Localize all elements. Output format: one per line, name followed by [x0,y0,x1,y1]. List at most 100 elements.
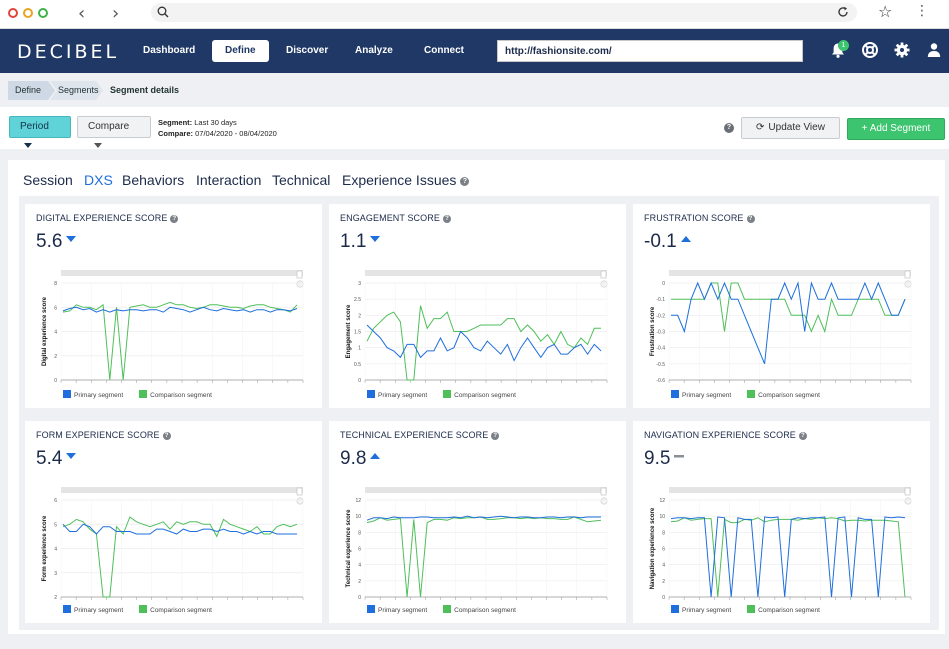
segment-key: Segment: [158,118,193,127]
breadcrumb-define[interactable]: Define [15,85,42,95]
primary-series-line [366,515,601,521]
trend-up-icon [680,236,691,242]
legend-comparison-label[interactable]: Comparison segment [454,607,516,614]
y-tick-label: 6 [358,547,361,553]
score-number: 1.1 [340,231,367,252]
card-title: FORM EXPERIENCE SCORE? [36,430,171,440]
legend-primary-label[interactable]: Primary segment [74,607,124,614]
breadcrumb: Define Segments Segment details [0,73,949,107]
period-dropdown-button[interactable]: Period [9,116,71,148]
help-question-icon[interactable]: ? [162,432,171,440]
refresh-icon: ⟳ [756,122,765,133]
y-tick-label: 4 [662,563,665,569]
update-view-button[interactable]: ⟳ Update View [741,117,840,139]
legend-primary-label[interactable]: Primary segment [378,392,428,399]
legend-comparison-label[interactable]: Comparison segment [150,607,212,614]
y-tick-label: 10 [355,514,361,520]
segment-value: Last 30 days [194,118,237,127]
nav-discover[interactable]: Discover [286,45,329,56]
settings-gear-icon[interactable] [893,41,911,59]
reload-icon[interactable] [837,6,849,18]
legend-comparison-label[interactable]: Comparison segment [454,392,516,399]
y-tick-label: 5 [54,522,57,528]
caret-down-icon [94,143,102,148]
legend-swatch-primary [367,390,375,398]
legend-primary-label[interactable]: Primary segment [682,607,732,614]
legend-swatch-primary [63,605,71,613]
y-tick-label: 0 [54,378,57,384]
tab-interaction[interactable]: Interaction [196,172,262,188]
help-question-icon[interactable]: ? [491,432,500,440]
line-chart: 0 0.5 1 1.5 2 2.5 3 Engagement score [346,270,608,384]
user-account-icon[interactable] [925,41,943,59]
y-tick-label: -0.6 [656,378,665,384]
chart-download-icon[interactable] [600,270,608,288]
chart-download-icon[interactable] [904,487,912,505]
add-segment-button[interactable]: + Add Segment [847,118,945,140]
y-tick-label: 2 [358,313,361,319]
legend-swatch-comparison [747,390,756,398]
help-question-icon[interactable]: ? [460,177,470,186]
tab-experience-issues[interactable]: Experience Issues? [342,172,470,188]
help-question-icon[interactable]: ? [170,215,179,223]
caret-down-icon [24,143,32,148]
nav-dashboard[interactable]: Dashboard [143,45,196,56]
chart-download-icon[interactable] [600,487,608,505]
legend-primary-label[interactable]: Primary segment [682,392,732,399]
chart-download-icon[interactable] [296,270,304,288]
back-arrow-icon[interactable]: ‹ [78,3,86,24]
forward-arrow-icon[interactable]: › [112,3,120,24]
y-tick-label: 12 [659,498,665,504]
tab-technical[interactable]: Technical [272,172,331,188]
y-tick-label: 2 [358,579,361,585]
primary-series-line [671,281,906,364]
line-chart: 0 2 4 6 8 Digital experience score [42,270,304,384]
help-question-icon[interactable]: ? [746,215,755,223]
primary-series-line [62,523,297,535]
legend-swatch-comparison [139,390,148,398]
trend-down-icon [66,236,77,242]
legend-primary-label[interactable]: Primary segment [74,392,124,399]
legend-comparison-label[interactable]: Comparison segment [758,607,820,614]
chart-download-icon[interactable] [296,487,304,505]
chart-legend: Primary segment Comparison segment [63,390,212,399]
card-title-text: FORM EXPERIENCE SCORE [36,430,160,440]
nav-define[interactable]: Define [212,40,269,62]
help-question-icon[interactable]: ? [442,215,451,223]
y-tick-label: 0 [358,595,361,601]
tab-session[interactable]: Session [23,172,73,188]
browser-menu-icon[interactable]: ⋮ [915,3,929,19]
legend-swatch-primary [63,390,71,398]
tab-dxs[interactable]: DXS [84,172,113,188]
window-minimize-button[interactable] [23,8,33,18]
y-tick-label: 3 [54,571,57,577]
nav-connect[interactable]: Connect [424,45,464,56]
primary-series-line [670,516,906,598]
chart-legend: Primary segment Comparison segment [63,605,212,614]
card-title-text: ENGAGEMENT SCORE [340,213,440,223]
y-tick-label: 8 [358,530,361,536]
legend-comparison-label[interactable]: Comparison segment [758,392,820,399]
chart-download-icon[interactable] [904,270,912,288]
window-close-button[interactable] [8,8,18,18]
help-question-icon[interactable]: ? [724,123,734,133]
help-lifebuoy-icon[interactable] [861,41,879,59]
breadcrumb-segments[interactable]: Segments [58,85,99,95]
y-tick-label: 0 [662,595,665,601]
y-tick-label: 0 [358,378,361,384]
help-question-icon[interactable]: ? [798,432,807,440]
legend-swatch-comparison [747,605,756,613]
nav-analyze[interactable]: Analyze [355,45,393,56]
window-maximize-button[interactable] [38,8,48,18]
legend-primary-label[interactable]: Primary segment [378,607,428,614]
tab-behaviors[interactable]: Behaviors [122,172,185,188]
card-title-text: NAVIGATION EXPERIENCE SCORE [644,430,796,440]
y-tick-label: 2 [662,579,665,585]
bookmark-star-icon[interactable]: ☆ [878,2,893,21]
site-url-field[interactable]: http://fashionsite.com/ [497,40,803,62]
compare-dropdown-button[interactable]: Compare [77,116,151,148]
legend-comparison-label[interactable]: Comparison segment [150,392,212,399]
score-value: 1.1 [340,231,381,253]
browser-address-bar[interactable] [151,3,857,22]
